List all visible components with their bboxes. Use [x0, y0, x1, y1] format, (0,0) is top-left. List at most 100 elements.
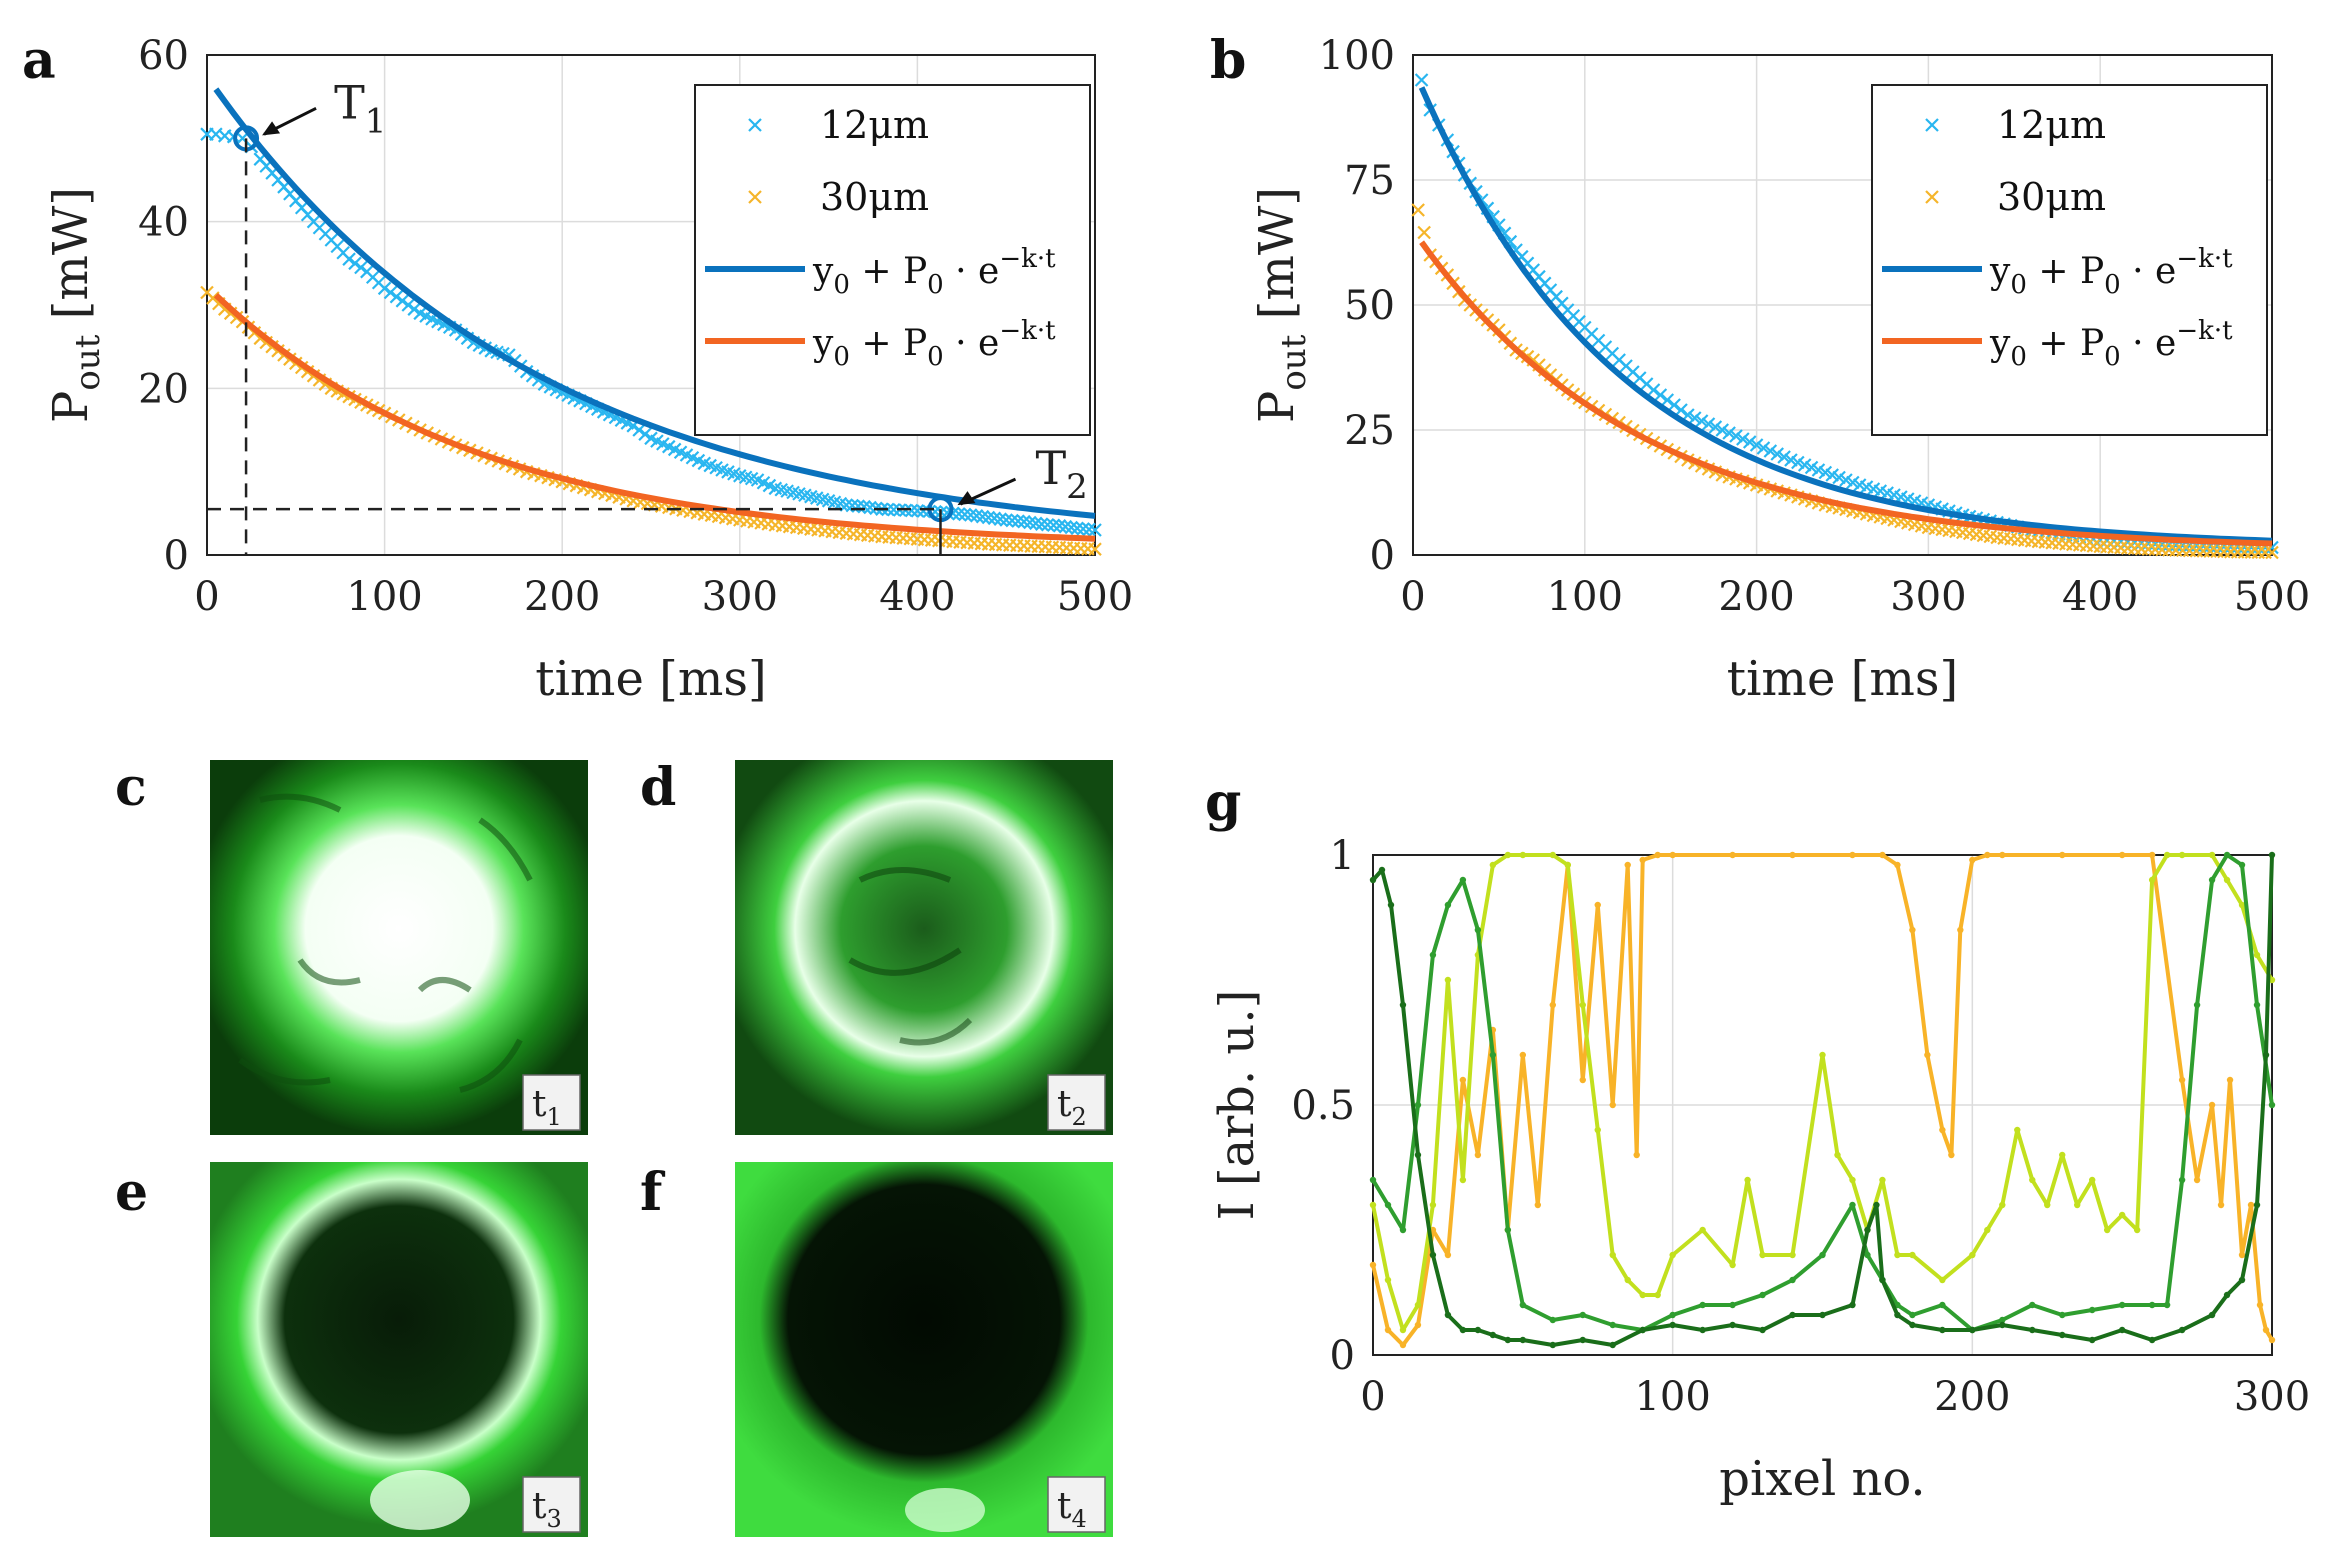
profile-point-1: [1579, 1001, 1586, 1009]
profile-point-1: [2059, 1151, 2066, 1159]
profile-point-1: [2163, 851, 2171, 859]
data-point-a-0: [377, 281, 392, 296]
profile-point-1: [1939, 1276, 1946, 1284]
data-point-b-1: [1417, 225, 1431, 240]
profile-point-1: [1564, 861, 1571, 869]
y-tick-label-g: 0.5: [1291, 1083, 1355, 1129]
plot-frame-b: [1412, 54, 2273, 556]
profile-point-1: [2029, 1176, 2036, 1184]
profile-point-0: [2178, 1076, 2186, 1084]
profile-point-3: [1489, 1331, 1497, 1339]
legend-marker-b: [1925, 118, 1939, 132]
data-point-b-1: [2265, 545, 2279, 560]
profile-point-1: [2074, 1201, 2081, 1209]
data-point-a-0: [395, 294, 410, 308]
data-point-a-0: [910, 504, 925, 518]
profile-point-1: [1654, 1291, 1661, 1299]
profile-point-3: [1387, 901, 1395, 909]
legend-label-b: y0 + P0 · e−k·t: [1989, 244, 2233, 300]
profile-point-0: [2118, 851, 2126, 859]
panel-label-d: d: [640, 757, 676, 818]
image-tag-c: [522, 1074, 581, 1131]
x-tick-label-g: 100: [1634, 1374, 1710, 1420]
data-point-b-0: [1694, 414, 1709, 428]
data-point-a-0: [632, 423, 646, 437]
profile-point-0: [1924, 1051, 1931, 1059]
profile-point-0: [1399, 1341, 1407, 1349]
image-d: t2: [735, 760, 1113, 1135]
profile-point-0: [1969, 856, 1976, 864]
profile-point-1: [1459, 1176, 1467, 1184]
profile-point-2: [2089, 1306, 2096, 1314]
chart-a: 0 100 200 300 400 500 0 20 40 60 time [ms] Pout [mW…: [43, 33, 1133, 707]
legend-label-b: 30μm: [1997, 175, 2106, 219]
profile-point-0: [1879, 851, 1886, 859]
image-tag-f-text: t4: [1057, 1486, 1087, 1533]
data-point-b-0: [1701, 417, 1716, 431]
x-axis-label-b: time [ms]: [1727, 651, 1958, 707]
annotation-label-1: T2: [1035, 441, 1087, 507]
profile-point-2: [1474, 926, 1482, 934]
data-point-b-0: [1660, 393, 1675, 407]
image-f: t4: [735, 1162, 1113, 1537]
x-tick-label-a: 0: [194, 574, 219, 620]
profile-point-3: [1819, 1311, 1826, 1319]
x-tick-label-a: 100: [346, 574, 422, 620]
data-point-a-0: [342, 252, 356, 266]
profile-point-1: [1414, 1301, 1422, 1309]
legend-marker-a: [748, 118, 762, 132]
x-tick-label-b: 0: [1400, 574, 1425, 620]
data-point-a-0: [383, 285, 398, 300]
profile-point-0: [2193, 1176, 2201, 1184]
chart-g: 0 100 200 300 0 0.5 1 pixel no. I [arb. u.]: [1209, 833, 2310, 1507]
y-tick-label-a: 40: [138, 200, 189, 246]
profile-point-3: [1669, 1321, 1676, 1329]
y-axis-label-b: Pout [mW]: [1249, 187, 1314, 423]
plot-frame-a: [206, 54, 1096, 556]
data-point-b-0: [1756, 441, 1771, 455]
profile-point-2: [2238, 861, 2246, 869]
profile-point-1: [1669, 1251, 1676, 1259]
legend-label-a: y0 + P0 · e−k·t: [812, 316, 1056, 372]
data-point-b-0: [1736, 432, 1750, 446]
profile-point-3: [1549, 1341, 1557, 1349]
y-tick-label-a: 60: [138, 33, 189, 79]
profile-point-0: [1999, 851, 2006, 859]
annotation-arrowhead-0: [262, 121, 281, 136]
profile-point-1: [1639, 1291, 1646, 1299]
image-tag-c-text: t1: [532, 1084, 562, 1131]
x-tick-label-g: 0: [1360, 1374, 1385, 1420]
profile-point-2: [1429, 951, 1437, 959]
profile-point-1: [2014, 1126, 2021, 1134]
x-tick-label-b: 200: [1718, 574, 1794, 620]
profile-point-0: [1639, 856, 1646, 864]
profile-point-2: [1459, 876, 1467, 884]
profile-point-3: [2238, 1276, 2246, 1284]
profile-point-3: [1459, 1326, 1467, 1334]
profile-point-0: [1579, 1076, 1586, 1084]
profile-point-3: [2262, 1051, 2270, 1059]
profile-point-1: [1729, 1261, 1736, 1269]
x-axis-label-a: time [ms]: [535, 651, 766, 707]
x-axis-label-g: pixel no.: [1719, 1451, 1925, 1507]
profile-point-2: [1414, 1101, 1422, 1109]
profile-point-1: [1999, 1201, 2006, 1209]
profile-point-0: [1948, 1151, 1955, 1159]
data-point-a-0: [389, 289, 404, 304]
x-tick-label-g: 300: [2234, 1374, 2310, 1420]
profile-point-2: [1909, 1311, 1916, 1319]
data-point-b-0: [1763, 444, 1778, 458]
data-point-a-0: [916, 504, 931, 518]
profile-point-3: [1444, 1311, 1452, 1319]
data-point-b-0: [1729, 429, 1743, 443]
profile-point-0: [2226, 1076, 2234, 1084]
profile-point-1: [1489, 861, 1497, 869]
profile-point-0: [1474, 1151, 1482, 1159]
panel-label-f: f: [640, 1162, 666, 1223]
profile-point-3: [1879, 1276, 1886, 1284]
profile-point-3: [1639, 1326, 1646, 1334]
profile-point-1: [1504, 851, 1512, 859]
profile-point-2: [2193, 1001, 2201, 1009]
x-tick-label-a: 500: [1057, 574, 1133, 620]
profile-point-3: [1378, 866, 1386, 874]
